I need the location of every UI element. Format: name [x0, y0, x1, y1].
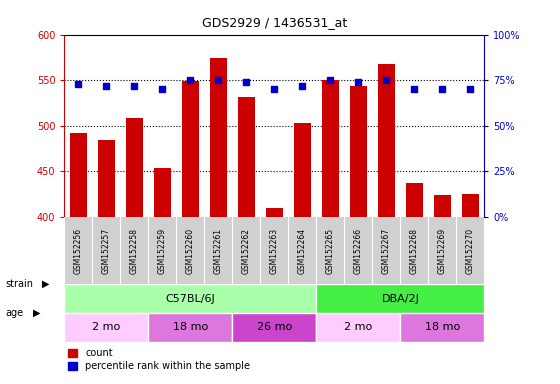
Bar	[350, 86, 367, 217]
Text: 2 mo: 2 mo	[92, 322, 120, 333]
Text: GDS2929 / 1436531_at: GDS2929 / 1436531_at	[202, 16, 347, 29]
Point	[130, 83, 139, 89]
Text: GSM152269: GSM152269	[438, 227, 447, 274]
Text: 26 mo: 26 mo	[257, 322, 292, 333]
Point	[466, 86, 475, 93]
Text: GSM152266: GSM152266	[354, 227, 363, 274]
Text: ▶: ▶	[42, 279, 49, 289]
Bar	[64, 284, 316, 313]
Point	[242, 79, 251, 85]
Text: GSM152270: GSM152270	[466, 227, 475, 274]
Text: DBA/2J: DBA/2J	[381, 293, 419, 304]
Text: strain: strain	[6, 279, 34, 289]
Point	[382, 77, 391, 83]
Bar	[154, 168, 171, 217]
Text: 18 mo: 18 mo	[425, 322, 460, 333]
Text: age: age	[6, 308, 24, 318]
Bar	[238, 97, 255, 217]
Text: GSM152267: GSM152267	[382, 227, 391, 274]
Point	[326, 77, 335, 83]
Legend: count, percentile rank within the sample: count, percentile rank within the sample	[64, 344, 254, 375]
Text: GSM152262: GSM152262	[242, 228, 251, 273]
Point	[186, 77, 195, 83]
Bar	[64, 313, 148, 342]
Text: 18 mo: 18 mo	[173, 322, 208, 333]
Point	[438, 86, 447, 93]
Point	[270, 86, 279, 93]
Text: GSM152265: GSM152265	[326, 227, 335, 274]
Point	[354, 79, 363, 85]
Point	[298, 83, 307, 89]
Text: GSM152268: GSM152268	[410, 228, 419, 273]
Text: GSM152258: GSM152258	[130, 228, 139, 273]
Bar	[126, 119, 143, 217]
Bar	[316, 313, 400, 342]
Bar	[406, 183, 423, 217]
Bar	[148, 313, 232, 342]
Point	[214, 77, 223, 83]
Text: GSM152257: GSM152257	[102, 227, 111, 274]
Bar	[378, 64, 395, 217]
Bar	[434, 195, 451, 217]
Bar	[294, 123, 311, 217]
Bar	[400, 313, 484, 342]
Text: GSM152263: GSM152263	[270, 227, 279, 274]
Point	[410, 86, 419, 93]
Text: GSM152259: GSM152259	[158, 227, 167, 274]
Text: ▶: ▶	[32, 308, 40, 318]
Text: 2 mo: 2 mo	[344, 322, 372, 333]
Bar	[322, 80, 339, 217]
Text: C57BL/6J: C57BL/6J	[166, 293, 215, 304]
Bar	[462, 194, 479, 217]
Bar	[98, 141, 115, 217]
Bar	[70, 133, 87, 217]
Text: GSM152260: GSM152260	[186, 227, 195, 274]
Point	[74, 81, 83, 87]
Text: GSM152261: GSM152261	[214, 228, 223, 273]
Bar	[316, 284, 484, 313]
Bar	[210, 58, 227, 217]
Text: GSM152256: GSM152256	[74, 227, 83, 274]
Text: GSM152264: GSM152264	[298, 227, 307, 274]
Point	[158, 86, 167, 93]
Bar	[266, 208, 283, 217]
Bar	[182, 81, 199, 217]
Point	[102, 83, 111, 89]
Bar	[232, 313, 316, 342]
